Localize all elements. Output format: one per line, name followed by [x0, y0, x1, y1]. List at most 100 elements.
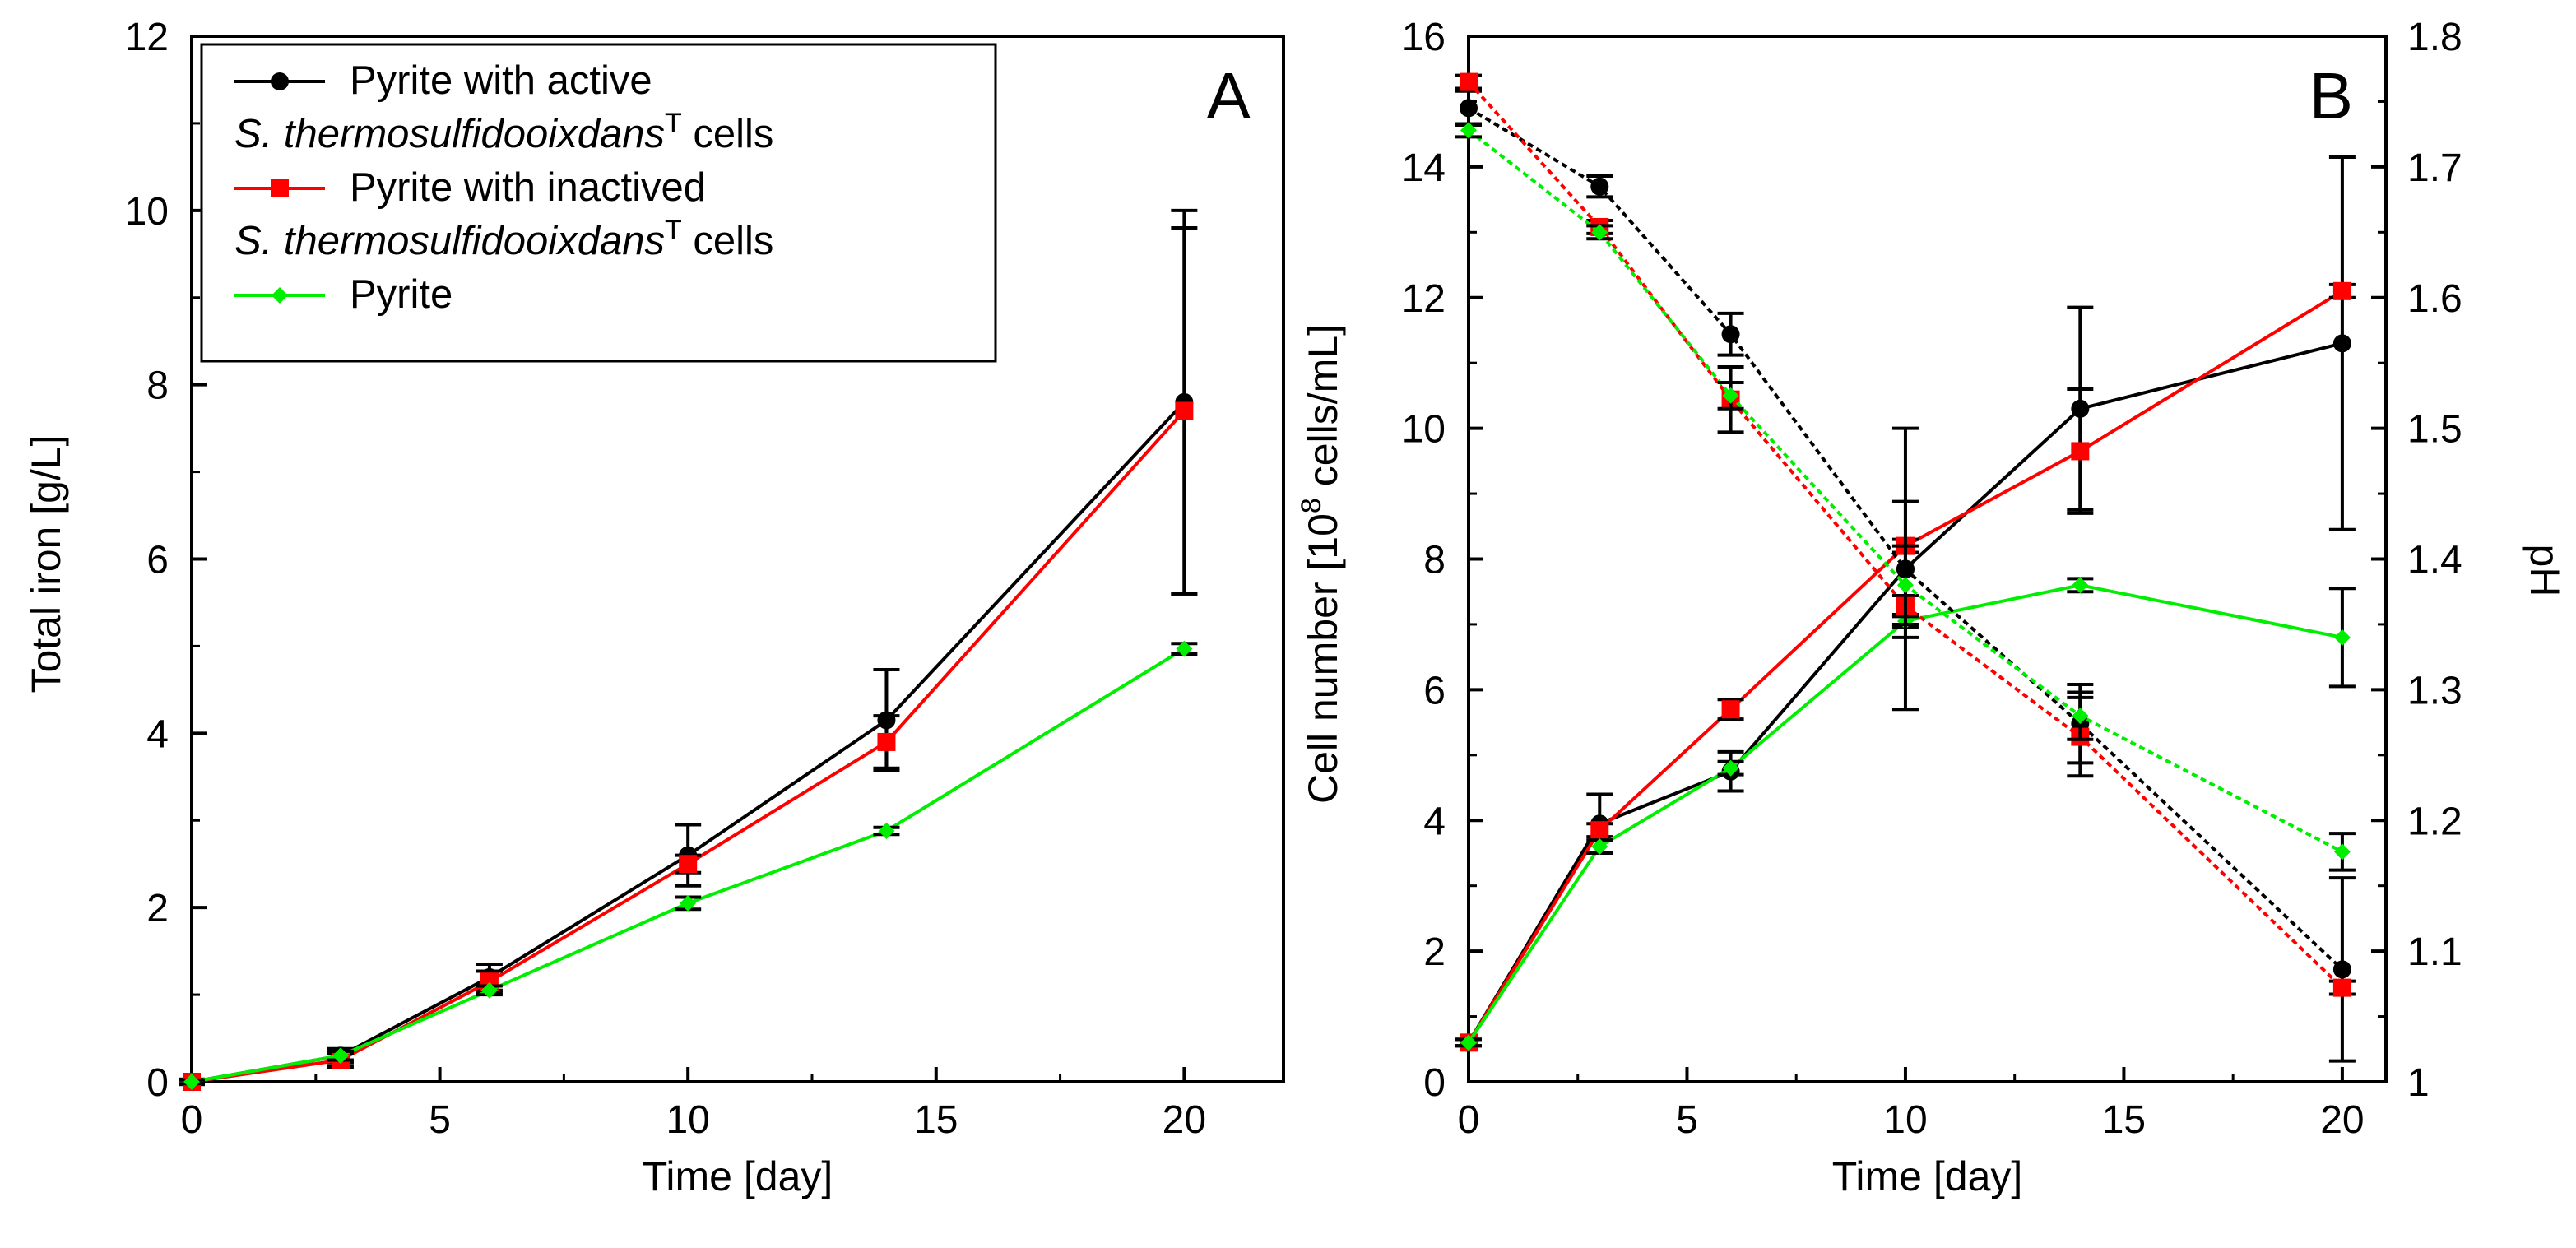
panel-b-y2-tick-label: 1	[2407, 1061, 2430, 1105]
data-point	[1721, 700, 1740, 719]
series-line	[1467, 290, 2343, 1044]
data-point	[183, 1074, 200, 1090]
panel-b-y-tick-label: 14	[1402, 146, 1446, 190]
species-name: S. thermosulfidooixdans	[234, 219, 665, 263]
panel-a-x-tick-label: 20	[1163, 1098, 1206, 1142]
panel-b-y-tick-label: 4	[1423, 800, 1446, 843]
panel-a-y-tick-label: 4	[146, 712, 169, 756]
panel-b-y-axis-label-prefix: Cell number [10	[1300, 513, 1346, 804]
panel-b: 0 5 10 15 20 0 2 4 6 8 10 12 14 16 1 1.1 1.2 1.3 1.4 1.5 1.6…	[1296, 16, 2568, 1199]
panel-b-y-tick-label: 0	[1423, 1061, 1446, 1105]
data-point	[1590, 821, 1609, 840]
panel-b-y-tick-label: 2	[1423, 930, 1446, 974]
legend-box	[200, 43, 997, 363]
data-point	[680, 894, 697, 912]
panel-a: 0 5 10 15 20 0 2 4 6 8 10 12 Time [day] Total iron [g…	[23, 16, 1285, 1199]
series-line	[191, 647, 1186, 1083]
data-point	[1175, 401, 1194, 420]
panel-a-letter: A	[1207, 59, 1251, 132]
panel-a-y-tick-label: 8	[146, 364, 169, 408]
panel-b-y-axis-label: Cell number [108 cells/mL]	[1296, 324, 1346, 804]
data-point	[2332, 960, 2351, 979]
data-point	[1176, 640, 1193, 657]
species-suffix: cells	[682, 112, 774, 156]
series-line	[191, 401, 1186, 1083]
panel-a-x-tick-label: 10	[666, 1098, 709, 1142]
legend-swatch-marker	[271, 72, 289, 90]
panel-a-y-tick-label: 12	[125, 16, 169, 59]
data-point	[2072, 577, 2089, 594]
panel-a-x-axis-label: Time [day]	[643, 1153, 833, 1199]
data-point	[1590, 177, 1609, 196]
data-point	[1460, 72, 1478, 91]
panel-a-x-tick-label: 15	[914, 1098, 958, 1142]
panel-b-y2-tick-label: 1.4	[2407, 539, 2462, 582]
panel-a-x-tick-label: 0	[181, 1098, 203, 1142]
panel-b-series-pyrite-cells	[1455, 577, 2356, 1051]
data-point	[1460, 99, 1478, 118]
legend-label-species: S. thermosulfidooixdansT cells	[234, 215, 773, 263]
panel-b-x-tick-label: 15	[2102, 1098, 2146, 1142]
panel-b-y2-axis-label: pH	[2522, 545, 2568, 597]
panel-a-y-tick-label: 10	[125, 190, 169, 234]
series-line	[1467, 128, 2343, 854]
panel-b-y-axis-label-exponent: 8	[1296, 498, 1327, 513]
panel-b-y2-tick-label: 1.2	[2407, 800, 2462, 843]
data-point	[2072, 708, 2089, 725]
data-point	[2332, 281, 2351, 300]
panel-b-y2-tick-label: 1.5	[2407, 408, 2462, 452]
panel-a-series-inactived	[179, 226, 1198, 1091]
data-point	[679, 855, 698, 874]
type-strain-mark: T	[665, 215, 682, 246]
type-strain-mark: T	[665, 108, 682, 139]
legend-swatch-marker	[272, 287, 288, 304]
data-point	[1460, 1034, 1477, 1051]
panel-a-y-axis-label: Total iron [g/L]	[23, 434, 69, 693]
species-suffix: cells	[682, 219, 774, 263]
panel-b-y-tick-label: 6	[1423, 669, 1446, 712]
panel-b-y2-tick-label: 1.7	[2407, 146, 2462, 190]
series-line	[1467, 106, 2344, 971]
panel-a-legend: Pyrite with active S. thermosulfidooixdan…	[200, 43, 997, 363]
panel-b-y-tick-label: 10	[1402, 408, 1446, 452]
data-point	[2333, 629, 2351, 646]
data-point	[878, 822, 895, 839]
panel-a-series-pyrite	[179, 640, 1198, 1090]
panel-b-y2-tick-label: 1.1	[2407, 930, 2462, 974]
panel-a-y-tick-label: 2	[146, 887, 169, 930]
panel-b-y2-tick-label: 1.8	[2407, 16, 2462, 59]
legend-label: Pyrite with active	[350, 58, 652, 103]
panel-b-y-axis-label-suffix: cells/mL]	[1300, 324, 1346, 498]
series-line	[1467, 81, 2344, 990]
panel-a-y-tick-label: 6	[146, 539, 169, 582]
data-point	[332, 1047, 349, 1065]
panel-b-x-axis-label: Time [day]	[1832, 1153, 2023, 1199]
series-line	[1467, 583, 2343, 1044]
panel-b-y-tick-label: 8	[1423, 539, 1446, 582]
panel-b-y2-tick-label: 1.6	[2407, 277, 2462, 321]
data-point	[1460, 122, 1477, 139]
panel-b-y2-tick-label: 1.3	[2407, 669, 2462, 712]
data-point	[1896, 577, 1914, 594]
data-point	[1722, 759, 1739, 777]
panel-b-x-tick-label: 20	[2320, 1098, 2364, 1142]
data-point	[1721, 325, 1740, 344]
data-point	[2071, 442, 2090, 461]
series-line	[1467, 341, 2343, 1044]
panel-b-y-tick-label: 12	[1402, 277, 1446, 321]
panel-b-series-pyrite-pH	[1455, 122, 2356, 872]
legend-label: Pyrite with inactived	[350, 165, 706, 210]
panel-b-x-tick-label: 5	[1676, 1098, 1698, 1142]
legend-label: Pyrite	[350, 272, 453, 317]
data-point	[1591, 224, 1608, 241]
panel-a-y-tick-label: 0	[146, 1061, 169, 1105]
legend-label-species: S. thermosulfidooixdansT cells	[234, 108, 773, 156]
data-point	[877, 732, 896, 751]
panel-b-x-tick-label: 10	[1883, 1098, 1927, 1142]
data-point	[2332, 978, 2351, 997]
legend-swatch-marker	[271, 179, 289, 197]
panel-b-x-tick-label: 0	[1458, 1098, 1480, 1142]
species-name: S. thermosulfidooixdans	[234, 112, 665, 156]
panel-a-x-tick-label: 5	[429, 1098, 451, 1142]
